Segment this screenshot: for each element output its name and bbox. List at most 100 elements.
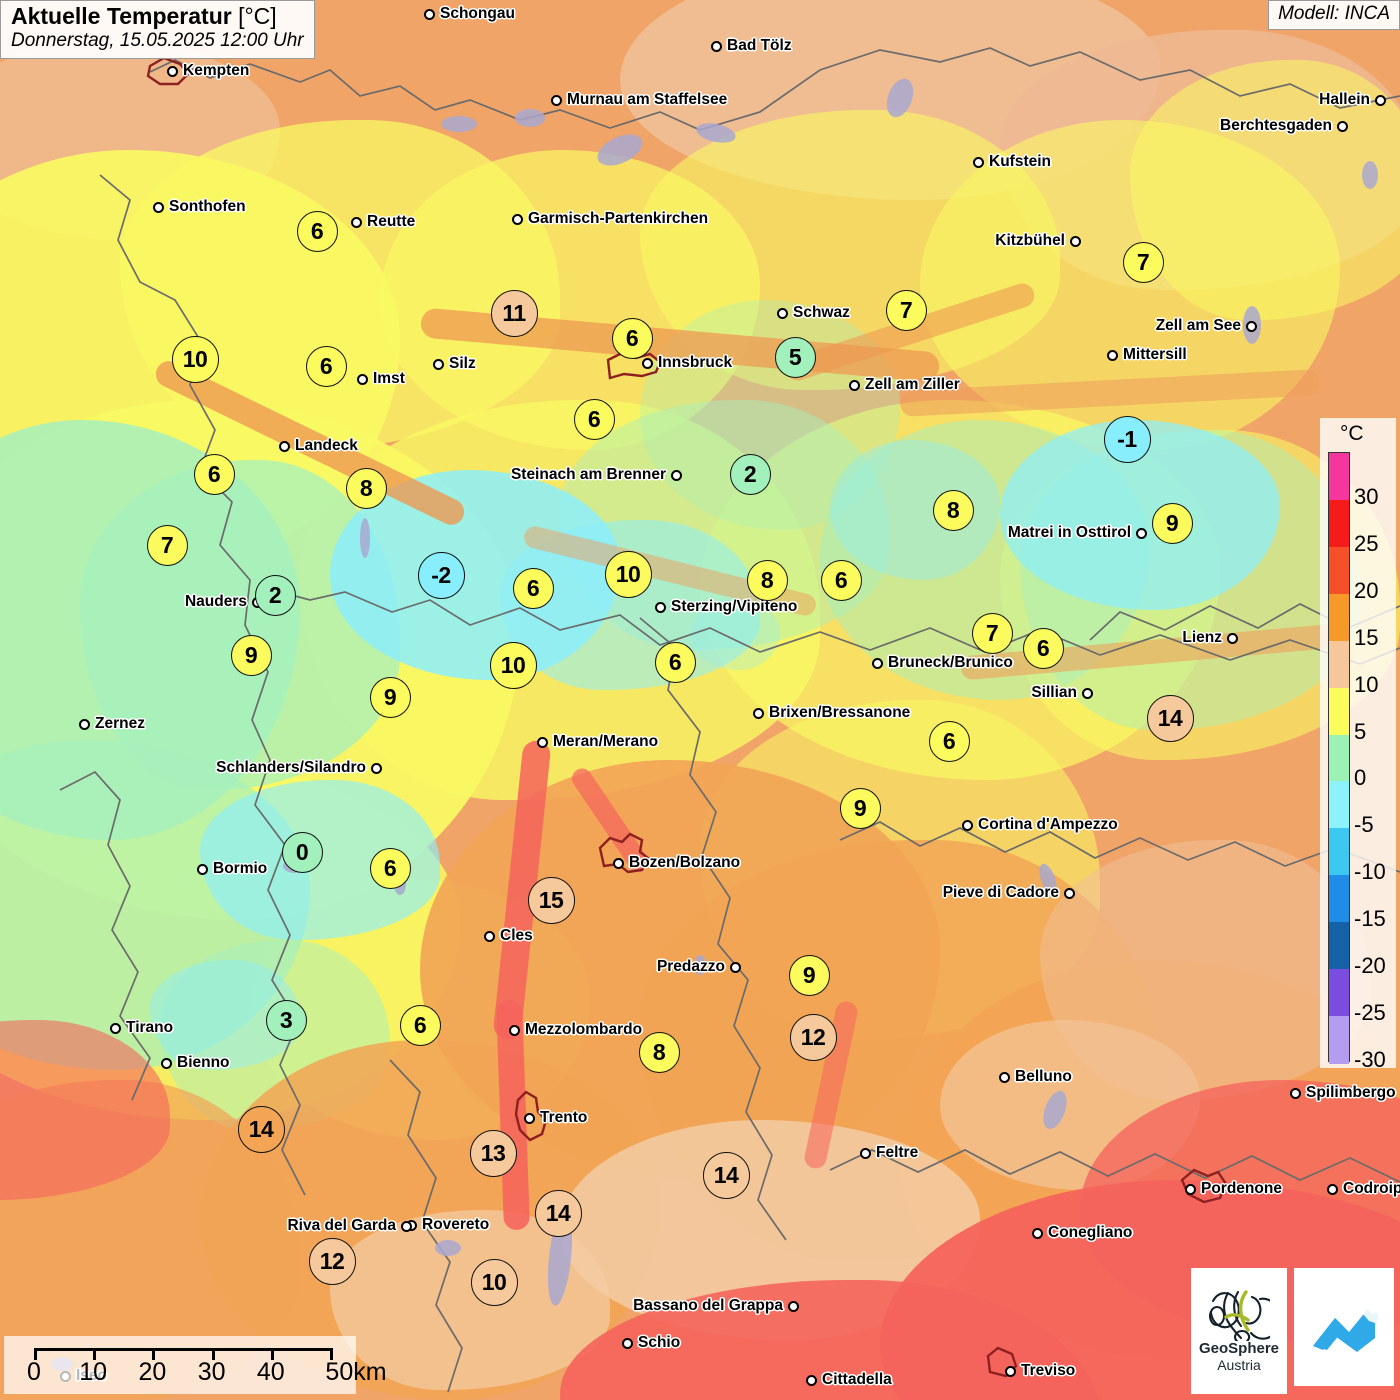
- station-temperature-marker[interactable]: 9: [1151, 502, 1193, 544]
- station-temperature-marker[interactable]: 5: [774, 336, 816, 378]
- city-dot-icon: [279, 440, 290, 452]
- station-temperature-marker[interactable]: 6: [611, 317, 653, 359]
- station-temperature-marker[interactable]: 10: [489, 641, 537, 689]
- station-temperature-marker[interactable]: 14: [534, 1189, 582, 1237]
- city-marker: Cittadella: [806, 1371, 892, 1389]
- station-temperature-marker[interactable]: 6: [1022, 627, 1064, 669]
- city-marker: Schlanders/Silandro: [216, 759, 382, 777]
- scale-tick-label: 0: [27, 1358, 41, 1386]
- colorbar-segment: [1329, 1016, 1349, 1064]
- city-marker: Bienno: [161, 1054, 230, 1072]
- station-temperature-marker[interactable]: 12: [308, 1237, 356, 1285]
- station-temperature-marker[interactable]: 14: [702, 1151, 750, 1199]
- colorbar-tick-label: -25: [1354, 1000, 1386, 1026]
- city-marker: Schongau: [424, 5, 515, 23]
- station-temperature-marker[interactable]: 6: [369, 847, 411, 889]
- station-temperature-marker[interactable]: 8: [638, 1031, 680, 1073]
- station-temperature-marker[interactable]: 14: [237, 1105, 285, 1153]
- city-marker: Bozen/Bolzano: [613, 854, 740, 872]
- city-marker: Brixen/Bressanone: [753, 704, 910, 722]
- station-temperature-marker[interactable]: 7: [1122, 241, 1164, 283]
- station-temperature-marker[interactable]: 14: [1146, 694, 1194, 742]
- station-temperature-marker[interactable]: 10: [171, 335, 219, 383]
- city-marker: Silz: [433, 355, 476, 373]
- title-text: Aktuelle Temperatur: [11, 3, 232, 29]
- colorbar-tick-label: -15: [1354, 906, 1386, 932]
- city-dot-icon: [1375, 94, 1386, 106]
- station-temperature-marker[interactable]: 9: [839, 787, 881, 829]
- city-dot-icon: [537, 736, 548, 748]
- colorbar-segment: [1329, 969, 1349, 1017]
- city-name-label: Zell am Ziller: [865, 376, 960, 393]
- station-temperature-marker[interactable]: 6: [654, 641, 696, 683]
- colorbar-tick-label: -5: [1354, 812, 1374, 838]
- city-marker: Zell am Ziller: [849, 376, 960, 394]
- station-temperature-marker[interactable]: 6: [928, 720, 970, 762]
- station-temperature-marker[interactable]: 9: [230, 634, 272, 676]
- station-temperature-marker[interactable]: 6: [305, 345, 347, 387]
- city-marker: Codroipo: [1327, 1180, 1400, 1198]
- colorbar-segment: [1329, 781, 1349, 829]
- station-temperature-marker[interactable]: 2: [729, 453, 771, 495]
- station-temperature-marker[interactable]: 7: [971, 612, 1013, 654]
- station-temperature-marker[interactable]: 6: [399, 1004, 441, 1046]
- city-name-label: Cittadella: [822, 1371, 892, 1388]
- station-temperature-marker[interactable]: 6: [296, 210, 338, 252]
- city-name-label: Garmisch-Partenkirchen: [528, 210, 709, 227]
- station-temperature-marker[interactable]: -1: [1103, 415, 1151, 463]
- colorbar-tick-label: 30: [1354, 483, 1379, 509]
- station-temperature-marker[interactable]: 8: [932, 489, 974, 531]
- city-dot-icon: [371, 762, 382, 774]
- scale-tick: [330, 1348, 333, 1360]
- city-dot-icon: [524, 1112, 535, 1124]
- city-name-label: Zell am See: [1155, 317, 1241, 334]
- station-temperature-marker[interactable]: 2: [254, 574, 296, 616]
- geosphere-country: Austria: [1217, 1356, 1261, 1373]
- city-dot-icon: [509, 1024, 520, 1036]
- colorbar-segment: [1329, 546, 1349, 595]
- city-dot-icon: [711, 40, 722, 52]
- geosphere-name: GeoSphere: [1198, 1340, 1280, 1358]
- city-dot-icon: [197, 863, 208, 875]
- station-temperature-marker[interactable]: 7: [146, 524, 188, 566]
- station-temperature-marker[interactable]: 12: [789, 1013, 837, 1061]
- station-temperature-marker[interactable]: 7: [885, 289, 927, 331]
- city-marker: Reutte: [351, 213, 415, 231]
- station-temperature-marker[interactable]: 8: [345, 467, 387, 509]
- model-label: Modell: INCA: [1268, 0, 1400, 30]
- city-marker: Trento: [524, 1109, 587, 1127]
- city-marker: Pieve di Cadore: [943, 884, 1075, 902]
- city-dot-icon: [1032, 1227, 1043, 1239]
- city-name-label: Meran/Merano: [553, 733, 659, 750]
- title-box: Aktuelle Temperatur [°C] Donnerstag, 15.…: [0, 0, 315, 59]
- station-temperature-marker[interactable]: 9: [788, 954, 830, 996]
- scale-bar: 0 10 20 30 40 50km: [4, 1336, 387, 1394]
- station-temperature-marker[interactable]: 13: [469, 1129, 517, 1177]
- station-temperature-marker[interactable]: 15: [527, 876, 575, 924]
- station-temperature-marker[interactable]: 6: [820, 559, 862, 601]
- station-temperature-marker[interactable]: 10: [604, 550, 652, 598]
- city-name-label: Trento: [540, 1109, 588, 1126]
- station-temperature-marker[interactable]: 6: [573, 398, 615, 440]
- city-name-label: Riva del Garda: [287, 1217, 396, 1234]
- station-temperature-marker[interactable]: 6: [512, 567, 554, 609]
- station-temperature-marker[interactable]: 3: [265, 999, 307, 1041]
- temperature-colorbar: °C 30 25 20 15 10 5 0 -5 -10 -15 -20 -25 -30: [1320, 418, 1396, 1071]
- station-temperature-marker[interactable]: 9: [369, 676, 411, 718]
- city-marker: Lienz: [1182, 629, 1238, 647]
- city-dot-icon: [622, 1337, 633, 1349]
- city-name-label: Bad Tölz: [727, 37, 792, 54]
- city-marker: Rovereto: [406, 1216, 489, 1234]
- city-marker: Sonthofen: [153, 198, 246, 216]
- geosphere-logo: GeoSphere Austria: [1191, 1268, 1287, 1394]
- city-name-label: Silz: [449, 355, 476, 372]
- station-temperature-marker[interactable]: 10: [470, 1258, 518, 1306]
- station-temperature-marker[interactable]: 6: [193, 453, 235, 495]
- city-name-label: Kufstein: [989, 153, 1051, 170]
- city-marker: Riva del Garda: [287, 1217, 412, 1235]
- station-temperature-marker[interactable]: 8: [746, 559, 788, 601]
- station-temperature-marker[interactable]: -2: [417, 551, 465, 599]
- station-temperature-marker[interactable]: 0: [281, 831, 323, 873]
- station-temperature-marker[interactable]: 11: [490, 289, 538, 337]
